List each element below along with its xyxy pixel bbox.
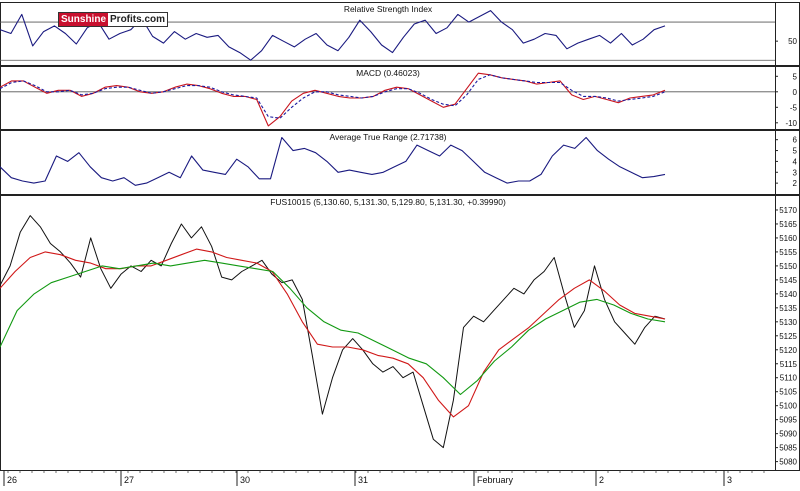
macd-ytick-label-1: 0 — [793, 88, 798, 97]
macd-ytick-label-0: 5 — [793, 72, 798, 81]
price-panel: 5170 5165 5160 5155 5150 5145 5140 5135 5130 5125… — [0, 197, 798, 467]
x-axis-label-4: February — [477, 475, 514, 485]
x-axis-label-2: 30 — [240, 475, 250, 485]
x-axis-label-6: 3 — [727, 475, 732, 485]
macd-series-0-line — [0, 72, 666, 127]
price-ytick-label-11: 5115 — [780, 360, 798, 369]
atr-ytick-label-2: 4 — [793, 157, 798, 166]
atr-ytick-label-4: 2 — [793, 179, 798, 188]
price-ytick-label-7: 5135 — [779, 304, 797, 313]
sunshine-profits-logo[interactable]: Sunshine Profits.com — [58, 12, 169, 27]
price-ytick-label-2: 5160 — [779, 234, 797, 243]
logo-part-1: Sunshine — [59, 13, 109, 26]
price-ytick-label-4: 5150 — [779, 262, 797, 271]
price-ytick-label-1: 5165 — [779, 220, 797, 229]
x-axis-label-1: 27 — [124, 475, 134, 485]
price-ytick-label-14: 5100 — [779, 402, 797, 411]
atr-ytick-label-3: 3 — [793, 168, 798, 177]
atr-ytick-label-0: 6 — [793, 136, 798, 145]
macd-series-1-line — [0, 74, 666, 119]
price-series-2-line — [0, 259, 666, 396]
macd-panel: 5 0 -5 -10 MACD (0.46023) — [0, 68, 798, 128]
rsi-title: Relative Strength Index — [344, 4, 433, 14]
price-ytick-label-17: 5085 — [779, 444, 797, 453]
price-ytick-label-16: 5090 — [779, 430, 797, 439]
price-ytick-label-3: 5155 — [779, 248, 797, 257]
price-ytick-label-12: 5110 — [780, 374, 798, 383]
price-ytick-label-15: 5095 — [779, 416, 797, 425]
atr-series-0-line — [0, 136, 666, 186]
price-series-1-line — [0, 248, 666, 418]
atr-title: Average True Range (2.71738) — [329, 132, 446, 142]
price-ytick-label-18: 5080 — [779, 458, 797, 467]
price-series-0-line — [0, 215, 666, 449]
x-axis-label-3: 31 — [358, 475, 368, 485]
rsi-ytick-label-0: 50 — [788, 37, 797, 46]
atr-ytick-label-1: 5 — [793, 147, 798, 156]
price-title: FUS10015 (5,130.60, 5,131.30, 5,129.80, … — [270, 197, 506, 207]
rsi-series-0-line — [0, 10, 666, 61]
price-ytick-label-8: 5130 — [779, 318, 797, 327]
price-ytick-label-6: 5140 — [779, 290, 797, 299]
atr-panel: 6 54 3 2 Average True Range (2.71738) — [0, 132, 798, 188]
price-ytick-label-0: 5170 — [779, 206, 797, 215]
price-ytick-label-9: 5125 — [779, 332, 797, 341]
price-ytick-label-10: 5120 — [779, 346, 797, 355]
price-ytick-label-5: 5145 — [779, 276, 797, 285]
x-axis: 26 27 30 31 February 2 3 — [0, 470, 800, 486]
price-ytick-label-13: 5105 — [779, 388, 797, 397]
macd-ytick-label-2: -5 — [790, 103, 798, 112]
x-axis-label-5: 2 — [599, 475, 604, 485]
macd-title: MACD (0.46023) — [356, 68, 420, 78]
logo-part-2: Profits.com — [108, 13, 168, 26]
x-axis-label-0: 26 — [7, 475, 17, 485]
macd-ytick-label-3: -10 — [785, 119, 797, 128]
